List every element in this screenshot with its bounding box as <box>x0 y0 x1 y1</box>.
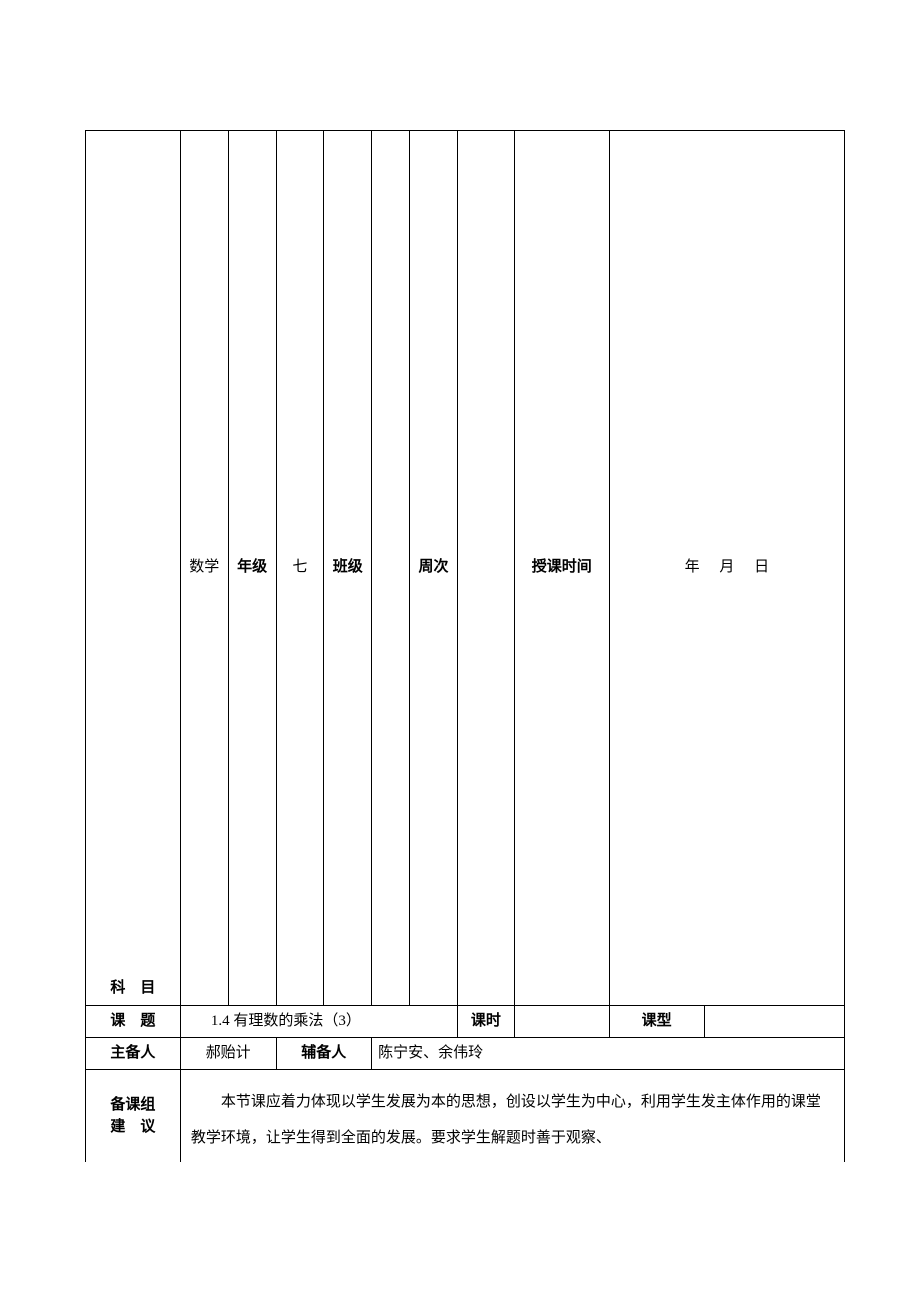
period-label: 课时 <box>471 1013 501 1029</box>
time-label-cell: 授课时间 <box>514 131 609 1006</box>
type-value-cell <box>704 1006 844 1038</box>
preparer-row: 主备人 郝贻计 辅备人 陈宁安、余伟玲 <box>86 1038 845 1070</box>
period-label-cell: 课时 <box>457 1006 514 1038</box>
week-label: 周次 <box>418 559 448 575</box>
class-label-cell: 班级 <box>324 131 372 1006</box>
lesson-plan-page: 科 目 数学 年级 七 班级 周次 授课时间 <box>85 130 845 1162</box>
subject-value: 数学 <box>189 559 219 575</box>
date-day: 日 <box>754 559 769 575</box>
time-label: 授课时间 <box>532 559 592 575</box>
grade-label-cell: 年级 <box>228 131 276 1006</box>
assist-preparer-label-cell: 辅备人 <box>276 1038 372 1070</box>
topic-label: 课 题 <box>110 1013 155 1029</box>
week-label-cell: 周次 <box>410 131 458 1006</box>
grade-value: 七 <box>292 559 307 575</box>
grade-label: 年级 <box>237 559 267 575</box>
assist-preparer-label: 辅备人 <box>301 1045 346 1061</box>
grade-value-cell: 七 <box>276 131 324 1006</box>
header-row-1: 科 目 数学 年级 七 班级 周次 授课时间 <box>86 131 845 1006</box>
class-label: 班级 <box>333 559 363 575</box>
assist-preparer-value-cell: 陈宁安、余伟玲 <box>372 1038 845 1070</box>
main-preparer-label-cell: 主备人 <box>86 1038 181 1070</box>
subject-value-cell: 数学 <box>180 131 228 1006</box>
main-preparer-label: 主备人 <box>110 1045 155 1061</box>
subject-label-cell: 科 目 <box>86 131 181 1006</box>
type-label: 课型 <box>642 1013 672 1029</box>
main-preparer-value-cell: 郝贻计 <box>180 1038 276 1070</box>
assist-preparer-value: 陈宁安、余伟玲 <box>378 1045 483 1061</box>
advice-label-line2: 建 议 <box>110 1119 155 1135</box>
main-preparer-value: 郝贻计 <box>206 1045 251 1061</box>
date-month: 月 <box>719 559 734 575</box>
topic-label-cell: 课 题 <box>86 1006 181 1038</box>
topic-value-cell: 1.4 有理数的乘法（3） <box>180 1006 457 1038</box>
advice-label-cell: 备课组 建 议 <box>86 1070 181 1163</box>
advice-label-line1: 备课组 <box>110 1097 155 1113</box>
class-value-cell <box>372 131 410 1006</box>
subject-label: 科 目 <box>110 980 155 996</box>
lesson-plan-table: 科 目 数学 年级 七 班级 周次 授课时间 <box>85 130 845 1162</box>
date-year: 年 <box>685 559 700 575</box>
topic-value: 1.4 有理数的乘法（3） <box>211 1013 361 1029</box>
advice-body-text: 本节课应着力体现以学生发展为本的思想，创设以学生为中心，利用学生发主体作用的课堂… <box>191 1094 821 1146</box>
advice-row: 备课组 建 议 本节课应着力体现以学生发展为本的思想，创设以学生为中心，利用学生… <box>86 1070 845 1163</box>
topic-row: 课 题 1.4 有理数的乘法（3） 课时 课型 <box>86 1006 845 1038</box>
type-label-cell: 课型 <box>609 1006 704 1038</box>
date-cell: 年 月 日 <box>609 131 844 1006</box>
advice-body-cell: 本节课应着力体现以学生发展为本的思想，创设以学生为中心，利用学生发主体作用的课堂… <box>180 1070 844 1163</box>
period-value-cell <box>514 1006 609 1038</box>
week-value-cell <box>457 131 514 1006</box>
